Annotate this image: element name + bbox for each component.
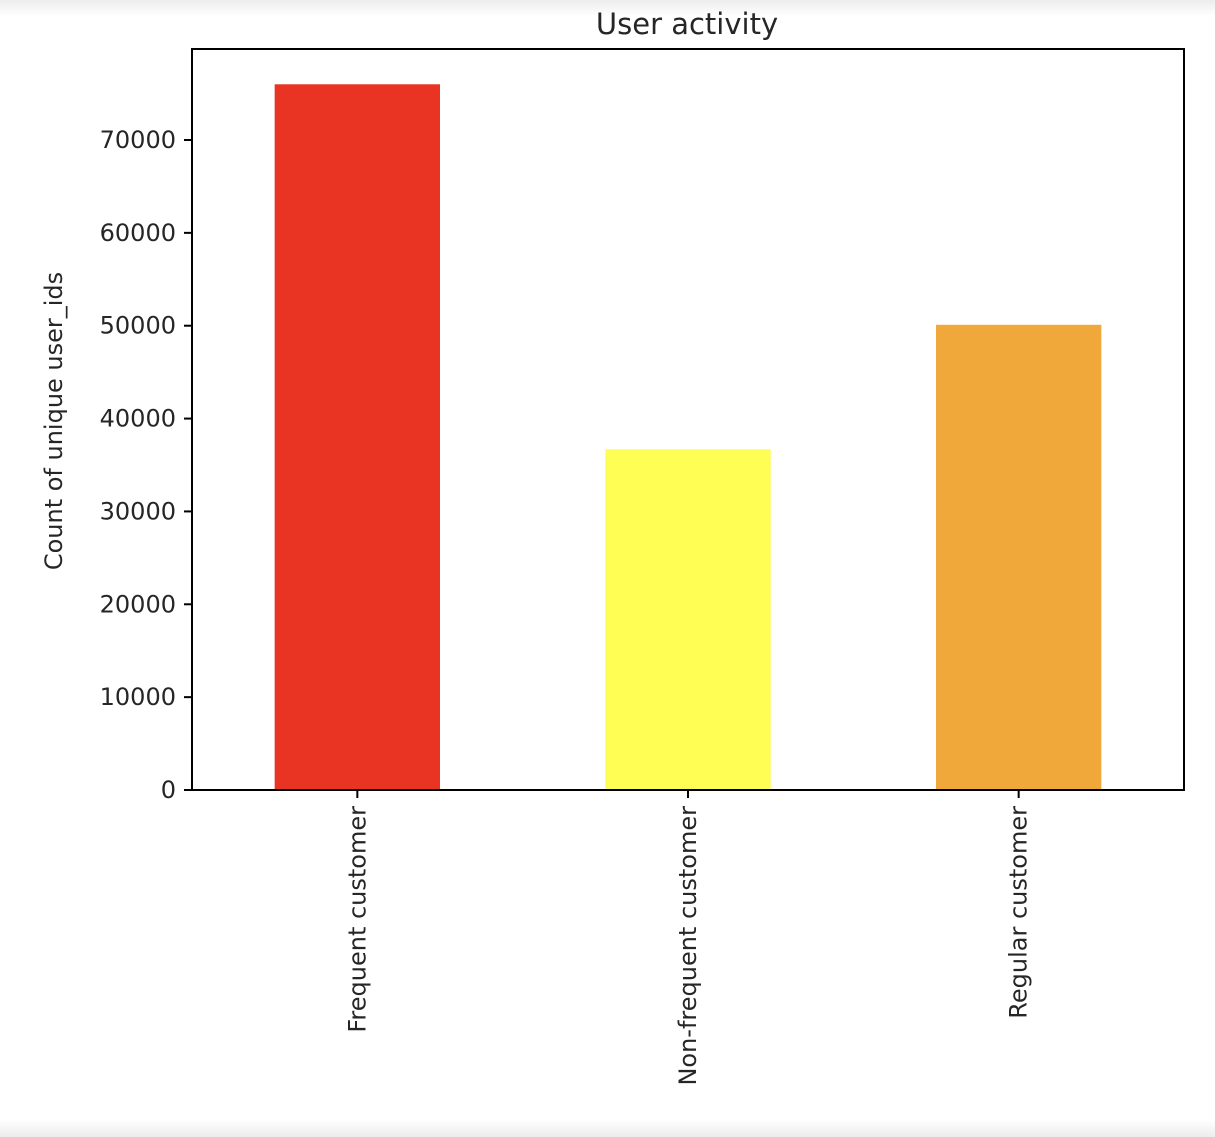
y-tick-label: 10000 bbox=[100, 683, 176, 711]
x-axis: Frequent customer Non-frequent customer Re… bbox=[343, 790, 1033, 1086]
bars-group bbox=[274, 84, 1102, 791]
y-tick-label: 70000 bbox=[100, 126, 176, 154]
x-tick-label: Regular customer bbox=[1005, 806, 1033, 1019]
y-tick-label: 30000 bbox=[100, 497, 176, 525]
top-shade bbox=[0, 0, 1215, 16]
y-tick-label: 50000 bbox=[100, 312, 176, 340]
x-tick-label: Non-frequent customer bbox=[674, 806, 702, 1086]
bar-regular-customer bbox=[936, 324, 1102, 790]
bar-non-frequent-customer bbox=[605, 449, 771, 790]
bottom-shade bbox=[0, 1120, 1215, 1137]
y-axis: 0 10000 20000 30000 40000 50000 60000 70000 bbox=[100, 126, 192, 804]
y-tick-label: 40000 bbox=[100, 405, 176, 433]
y-tick-label: 20000 bbox=[100, 590, 176, 618]
y-axis-label: Count of unique user_ids bbox=[40, 272, 68, 570]
y-tick-label: 0 bbox=[161, 776, 176, 804]
x-tick-label: Frequent customer bbox=[343, 806, 371, 1033]
bar-frequent-customer bbox=[274, 84, 440, 791]
y-tick-label: 60000 bbox=[100, 219, 176, 247]
chart-title: User activity bbox=[596, 7, 778, 41]
